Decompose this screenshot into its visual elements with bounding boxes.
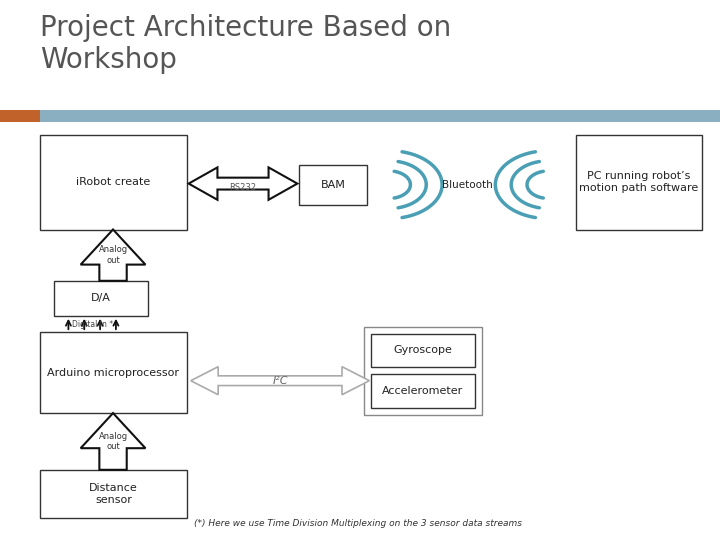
Text: Arduino microprocessor: Arduino microprocessor: [48, 368, 179, 377]
Bar: [40, 135, 187, 230]
Bar: [364, 327, 482, 415]
Text: Gyroscope: Gyroscope: [394, 346, 452, 355]
Text: Analog
out: Analog out: [99, 246, 127, 265]
Text: Distance
sensor: Distance sensor: [89, 483, 138, 505]
Bar: [371, 334, 475, 367]
Text: PC running robot’s
motion path software: PC running robot’s motion path software: [580, 172, 698, 193]
Bar: [299, 165, 367, 205]
Bar: [576, 135, 702, 230]
Polygon shape: [81, 413, 145, 470]
Bar: [40, 470, 187, 518]
Text: BAM: BAM: [320, 180, 346, 190]
Text: Project Architecture Based on
Workshop: Project Architecture Based on Workshop: [40, 14, 451, 74]
Text: Analog
out: Analog out: [99, 432, 127, 451]
Text: RS232: RS232: [229, 183, 256, 192]
Polygon shape: [191, 367, 369, 395]
Text: Accelerometer: Accelerometer: [382, 386, 464, 396]
Bar: [0, 110, 40, 122]
Text: iRobot create: iRobot create: [76, 177, 150, 187]
Text: D/A: D/A: [91, 293, 111, 303]
Bar: [54, 281, 148, 316]
Polygon shape: [189, 167, 297, 200]
Text: Digital In *: Digital In *: [71, 320, 113, 329]
Polygon shape: [81, 230, 145, 281]
Bar: [371, 374, 475, 408]
Bar: [40, 332, 187, 413]
Text: I²C: I²C: [272, 376, 288, 386]
Bar: [0, 110, 720, 122]
Text: (*) Here we use Time Division Multiplexing on the 3 sensor data streams: (*) Here we use Time Division Multiplexi…: [194, 519, 523, 528]
Text: Bluetooth: Bluetooth: [442, 180, 492, 190]
